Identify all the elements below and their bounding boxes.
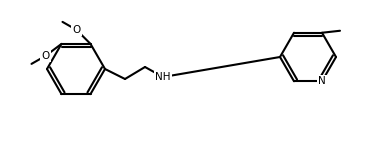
Text: O: O bbox=[72, 25, 80, 35]
Text: NH: NH bbox=[155, 72, 171, 82]
Text: N: N bbox=[318, 76, 326, 86]
Text: O: O bbox=[41, 51, 50, 61]
